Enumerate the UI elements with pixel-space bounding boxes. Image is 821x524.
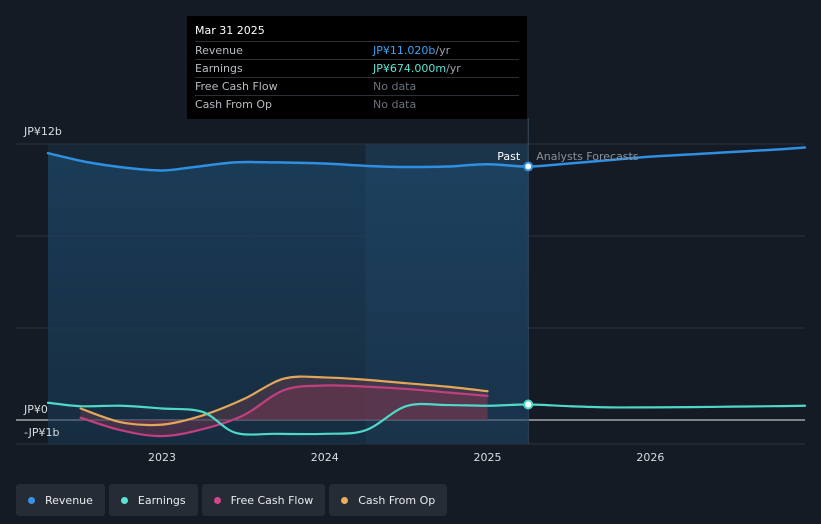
tooltip-label: Earnings [195, 62, 243, 75]
legend-item-free-cash-flow[interactable]: Free Cash Flow [201, 484, 326, 516]
x-tick-label: 2023 [148, 451, 176, 464]
tooltip-unit: /yr [446, 62, 461, 75]
earnings-marker [523, 399, 534, 410]
legend-item-revenue[interactable]: Revenue [16, 484, 105, 516]
cash-from-op-line [79, 375, 489, 427]
legend-item-earnings[interactable]: Earnings [108, 484, 198, 516]
free-cash-flow-area [80, 385, 488, 437]
revenue-area [48, 153, 529, 444]
legend-dot-icon [341, 496, 349, 504]
tooltip-value: JP¥674.000m [373, 62, 447, 75]
tooltip-label: Revenue [195, 44, 243, 57]
tooltip-row-revenue: Revenue JP¥11.020b /yr [195, 41, 519, 59]
free-cash-flow-line [79, 384, 489, 438]
revenue-line [46, 146, 807, 172]
legend-label: Revenue [45, 493, 93, 507]
tooltip-value: No data [373, 98, 417, 111]
tooltip-label: Free Cash Flow [195, 80, 278, 93]
tooltip-unit: /yr [435, 44, 451, 57]
tooltip-label: Cash From Op [195, 98, 273, 111]
y-label-zero: JP¥0 [23, 403, 48, 416]
past-label: Past [497, 150, 521, 163]
tooltip-value: No data [373, 80, 417, 93]
legend-label: Cash From Op [358, 493, 436, 507]
tooltip-row-cash-from-op: Cash From Op No data [195, 95, 519, 113]
x-tick-label: 2025 [474, 451, 502, 464]
x-tick-label: 2024 [311, 451, 339, 464]
legend-dot-icon [120, 496, 128, 504]
tooltip-row-free-cash-flow: Free Cash Flow No data [195, 77, 519, 95]
earnings-line [46, 401, 807, 436]
tooltip-date: Mar 31 2025 [195, 24, 265, 37]
legend-label: Earnings [137, 493, 186, 507]
chart-legend: Revenue Earnings Free Cash Flow Cash Fro… [16, 484, 448, 516]
tooltip-row-earnings: Earnings JP¥674.000m /yr [195, 59, 519, 77]
y-label-top: JP¥12b [23, 125, 62, 138]
data-tooltip: Mar 31 2025 Revenue JP¥11.020b /yr Earni… [187, 16, 527, 119]
forecast-label: Analysts Forecasts [536, 150, 639, 163]
legend-dot-icon [213, 496, 221, 504]
y-label-bottom: -JP¥1b [24, 426, 59, 439]
legend-label: Free Cash Flow [230, 493, 314, 507]
legend-item-cash-from-op[interactable]: Cash From Op [329, 484, 448, 516]
legend-dot-icon [28, 496, 35, 504]
tooltip-value: JP¥11.020b [373, 44, 436, 57]
revenue-marker [523, 161, 534, 172]
x-tick-label: 2026 [636, 451, 664, 464]
